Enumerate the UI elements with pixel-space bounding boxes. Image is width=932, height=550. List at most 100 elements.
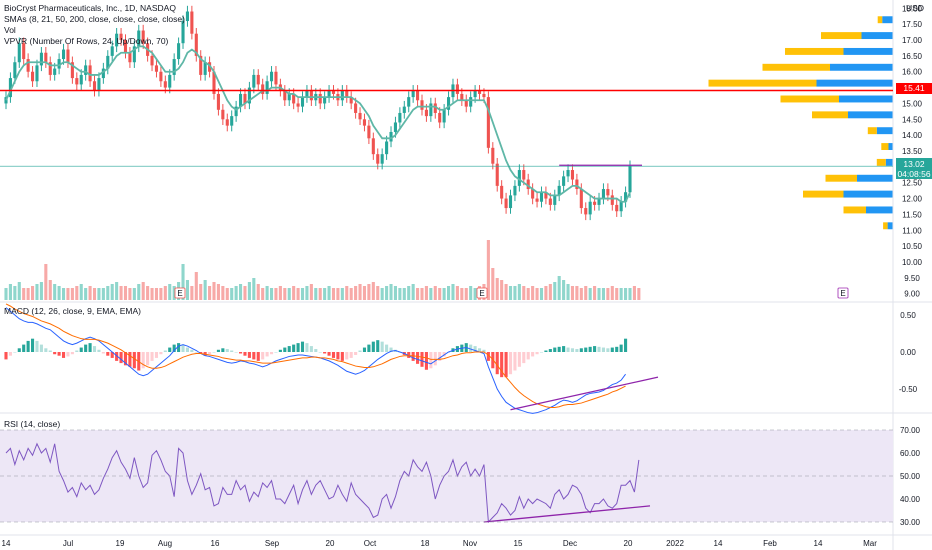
volume-bar [79,284,83,300]
volume-bar [132,288,136,300]
macd-histogram-bar [123,352,128,366]
candle-body [190,11,194,34]
volume-bar [35,284,39,300]
volume-bar [411,284,415,300]
macd-histogram [4,338,628,378]
volume-bar [221,286,225,300]
candle-body [615,204,619,212]
macd-histogram-bar [424,352,428,370]
macd-histogram-bar [119,352,123,364]
vpvr-histogram [708,16,893,230]
candle-body [593,201,597,205]
candles [4,5,632,221]
candle-body [548,198,552,205]
volume-bar [185,280,189,300]
currency-label[interactable]: USD [906,3,924,13]
candle-body [491,147,495,164]
volume-bar [106,286,110,300]
candle-body [239,93,243,107]
macd-histogram-bar [177,343,181,352]
volume-bar [433,286,437,300]
volume-bar [115,282,119,300]
volume-bar [526,288,530,300]
candle-body [256,74,260,85]
candle-body [447,97,451,110]
macd-histogram-bar [252,352,256,360]
vpvr-down-bar [780,95,839,103]
candle-body [115,33,119,47]
volume-bar [548,284,552,300]
macd-histogram-bar [331,352,336,358]
macd-histogram-bar [340,352,344,361]
candle-body [141,30,145,44]
macd-histogram-bar [531,352,535,357]
candle-body [216,93,220,110]
candle-body [92,81,97,91]
macd-histogram-bar [101,352,105,354]
candle-body [624,192,628,202]
macd-histogram-bar [234,352,238,353]
macd-histogram-bar [300,341,305,352]
candle-body [261,84,265,94]
vpvr-up-bar [843,47,893,55]
macd-histogram-bar [84,344,88,352]
macd-histogram-bar [221,348,225,352]
macd-histogram-bar [371,341,375,352]
candle-body [597,198,601,205]
volume-bar [380,288,384,300]
macd-divergence-trendline[interactable] [510,376,659,411]
volume-bar [318,288,322,300]
volume-bar [39,282,43,300]
volume-bar [300,288,305,300]
candle-body [420,100,424,110]
candle-body [119,33,123,41]
candle-body [362,119,367,126]
volume-bar [544,286,548,300]
price-axis-label: 11.50 [902,210,922,219]
candle-body [513,185,517,196]
macd-histogram-bar [469,344,473,352]
candle-body [438,112,442,123]
volume-bar [424,286,428,300]
macd-histogram-bar [66,352,70,357]
macd-histogram-bar [588,346,592,352]
volume-bar [53,284,57,300]
earnings-marker[interactable]: E [476,287,488,299]
price-axis-label: 10.00 [902,258,923,267]
macd-histogram-bar [208,352,212,355]
volume-bar [619,288,623,300]
macd-histogram-bar [380,341,384,352]
vpvr-down-bar [881,143,889,150]
volume-bar [252,278,256,300]
earnings-marker[interactable]: E [837,287,849,299]
earnings-marker[interactable]: E [174,287,186,299]
candle-body [601,189,605,199]
volume-bar [283,288,287,300]
time-axis-label: 20 [326,539,335,548]
macd-histogram-bar [13,352,17,353]
macd-histogram-bar [593,346,597,352]
macd-histogram-bar [261,352,265,360]
candle-body [163,81,167,88]
candle-body [194,33,198,56]
volume-bar [168,284,172,300]
macd-histogram-bar [566,347,570,352]
candle-body [385,141,389,155]
volume-bar [389,284,393,300]
volume-bar [637,288,641,300]
volume-bar [508,286,513,300]
price-axis-label: 12.50 [902,179,923,188]
volume-bar [455,286,459,300]
macd-histogram-bar [146,352,150,366]
macd-histogram-bar [327,352,331,356]
macd-histogram-bar [473,346,477,352]
vpvr-down-bar [821,32,862,40]
macd-histogram-bar [508,352,513,375]
earnings-marker-box [476,287,488,299]
candle-body [411,90,415,98]
rsi-divergence-trendline[interactable] [483,505,651,523]
candle-body [8,78,12,98]
time-axis-label: 16 [211,539,220,548]
